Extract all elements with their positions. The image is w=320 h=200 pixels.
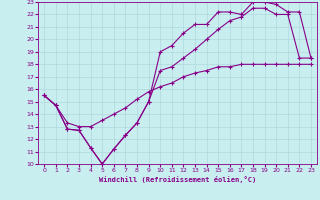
X-axis label: Windchill (Refroidissement éolien,°C): Windchill (Refroidissement éolien,°C) xyxy=(99,176,256,183)
